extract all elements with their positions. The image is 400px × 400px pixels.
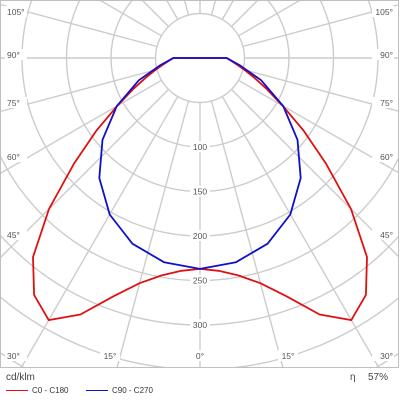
angle-label-right: 45°	[380, 230, 393, 240]
grid-spoke	[242, 68, 398, 112]
grid-spoke	[1, 68, 158, 113]
radial-label-bg	[190, 141, 210, 152]
grid-spoke	[20, 96, 179, 367]
curve-c0-c180	[32, 57, 368, 321]
angle-label-bg	[372, 49, 394, 60]
angle-label-right: 30°	[380, 351, 393, 361]
angle-label-bg	[190, 350, 210, 361]
grid-spoke	[242, 4, 398, 48]
legend-label-c90-c270: C90 - C270	[112, 386, 153, 395]
angle-label-bg	[5, 151, 27, 162]
angle-label-bg	[278, 350, 298, 361]
radial-label-bg	[190, 230, 210, 241]
grid-spoke	[231, 89, 398, 257]
legend-swatch-c90-c270	[86, 390, 108, 391]
angle-label-right: 75°	[380, 98, 393, 108]
unit-label: cd/klm	[6, 372, 35, 383]
angle-label-bg	[372, 350, 394, 361]
radial-label: 200	[193, 231, 207, 241]
angle-label-right: 105°	[375, 7, 393, 17]
angle-label-bg	[100, 350, 120, 361]
angle-label-bg	[372, 151, 394, 162]
curve-layer	[32, 57, 368, 321]
grid-spoke	[99, 1, 162, 37]
radial-label: 300	[193, 320, 207, 330]
angle-label-left: 105°	[7, 7, 25, 17]
radial-label-bg	[190, 185, 210, 197]
angle-label-bg	[372, 6, 394, 17]
angle-label-left: 30°	[7, 351, 20, 361]
radial-label: 100	[193, 142, 207, 152]
angle-label-left: 75°	[7, 98, 20, 108]
curve-c90-c270	[98, 57, 302, 270]
efficiency-value: 57%	[368, 372, 389, 383]
angle-label-right: 90°	[380, 50, 393, 60]
legend-item-c90-c270: C90 - C270	[86, 386, 153, 395]
label-layer: 100 150 200 250 300 105° 90° 75° 60° 45° 30° 105° 90…	[5, 6, 394, 361]
radial-label-bg	[190, 274, 210, 286]
grid-spoke	[1, 3, 158, 48]
angle-label-bg	[5, 350, 27, 361]
angle-label-bg	[5, 49, 27, 60]
angle-label-bottom: 15°	[104, 351, 117, 361]
angle-label-bottom: 0°	[196, 351, 204, 361]
grid-spoke	[1, 89, 169, 258]
angle-label-left: 45°	[7, 230, 20, 240]
radial-label: 150	[193, 187, 207, 197]
legend-label-c0-c180: C0 - C180	[32, 386, 69, 395]
angle-label-right: 60°	[380, 152, 393, 162]
grid-spoke	[221, 96, 380, 367]
angle-label-bg	[5, 6, 27, 17]
angle-label-left: 60°	[7, 152, 20, 162]
legend-item-c0-c180: C0 - C180	[6, 386, 68, 395]
efficiency-symbol: η	[350, 372, 356, 383]
angle-label-bottom: 15°	[282, 351, 295, 361]
angle-label-left: 90°	[7, 50, 20, 60]
radial-label: 250	[193, 276, 207, 286]
radial-label-bg	[190, 319, 210, 330]
legend-swatch-c0-c180	[6, 390, 28, 391]
angle-label-bg	[5, 97, 27, 108]
angle-label-bg	[372, 229, 394, 240]
angle-label-bg	[372, 97, 394, 108]
grid-spoke	[238, 1, 301, 37]
angle-label-bg	[5, 229, 27, 240]
